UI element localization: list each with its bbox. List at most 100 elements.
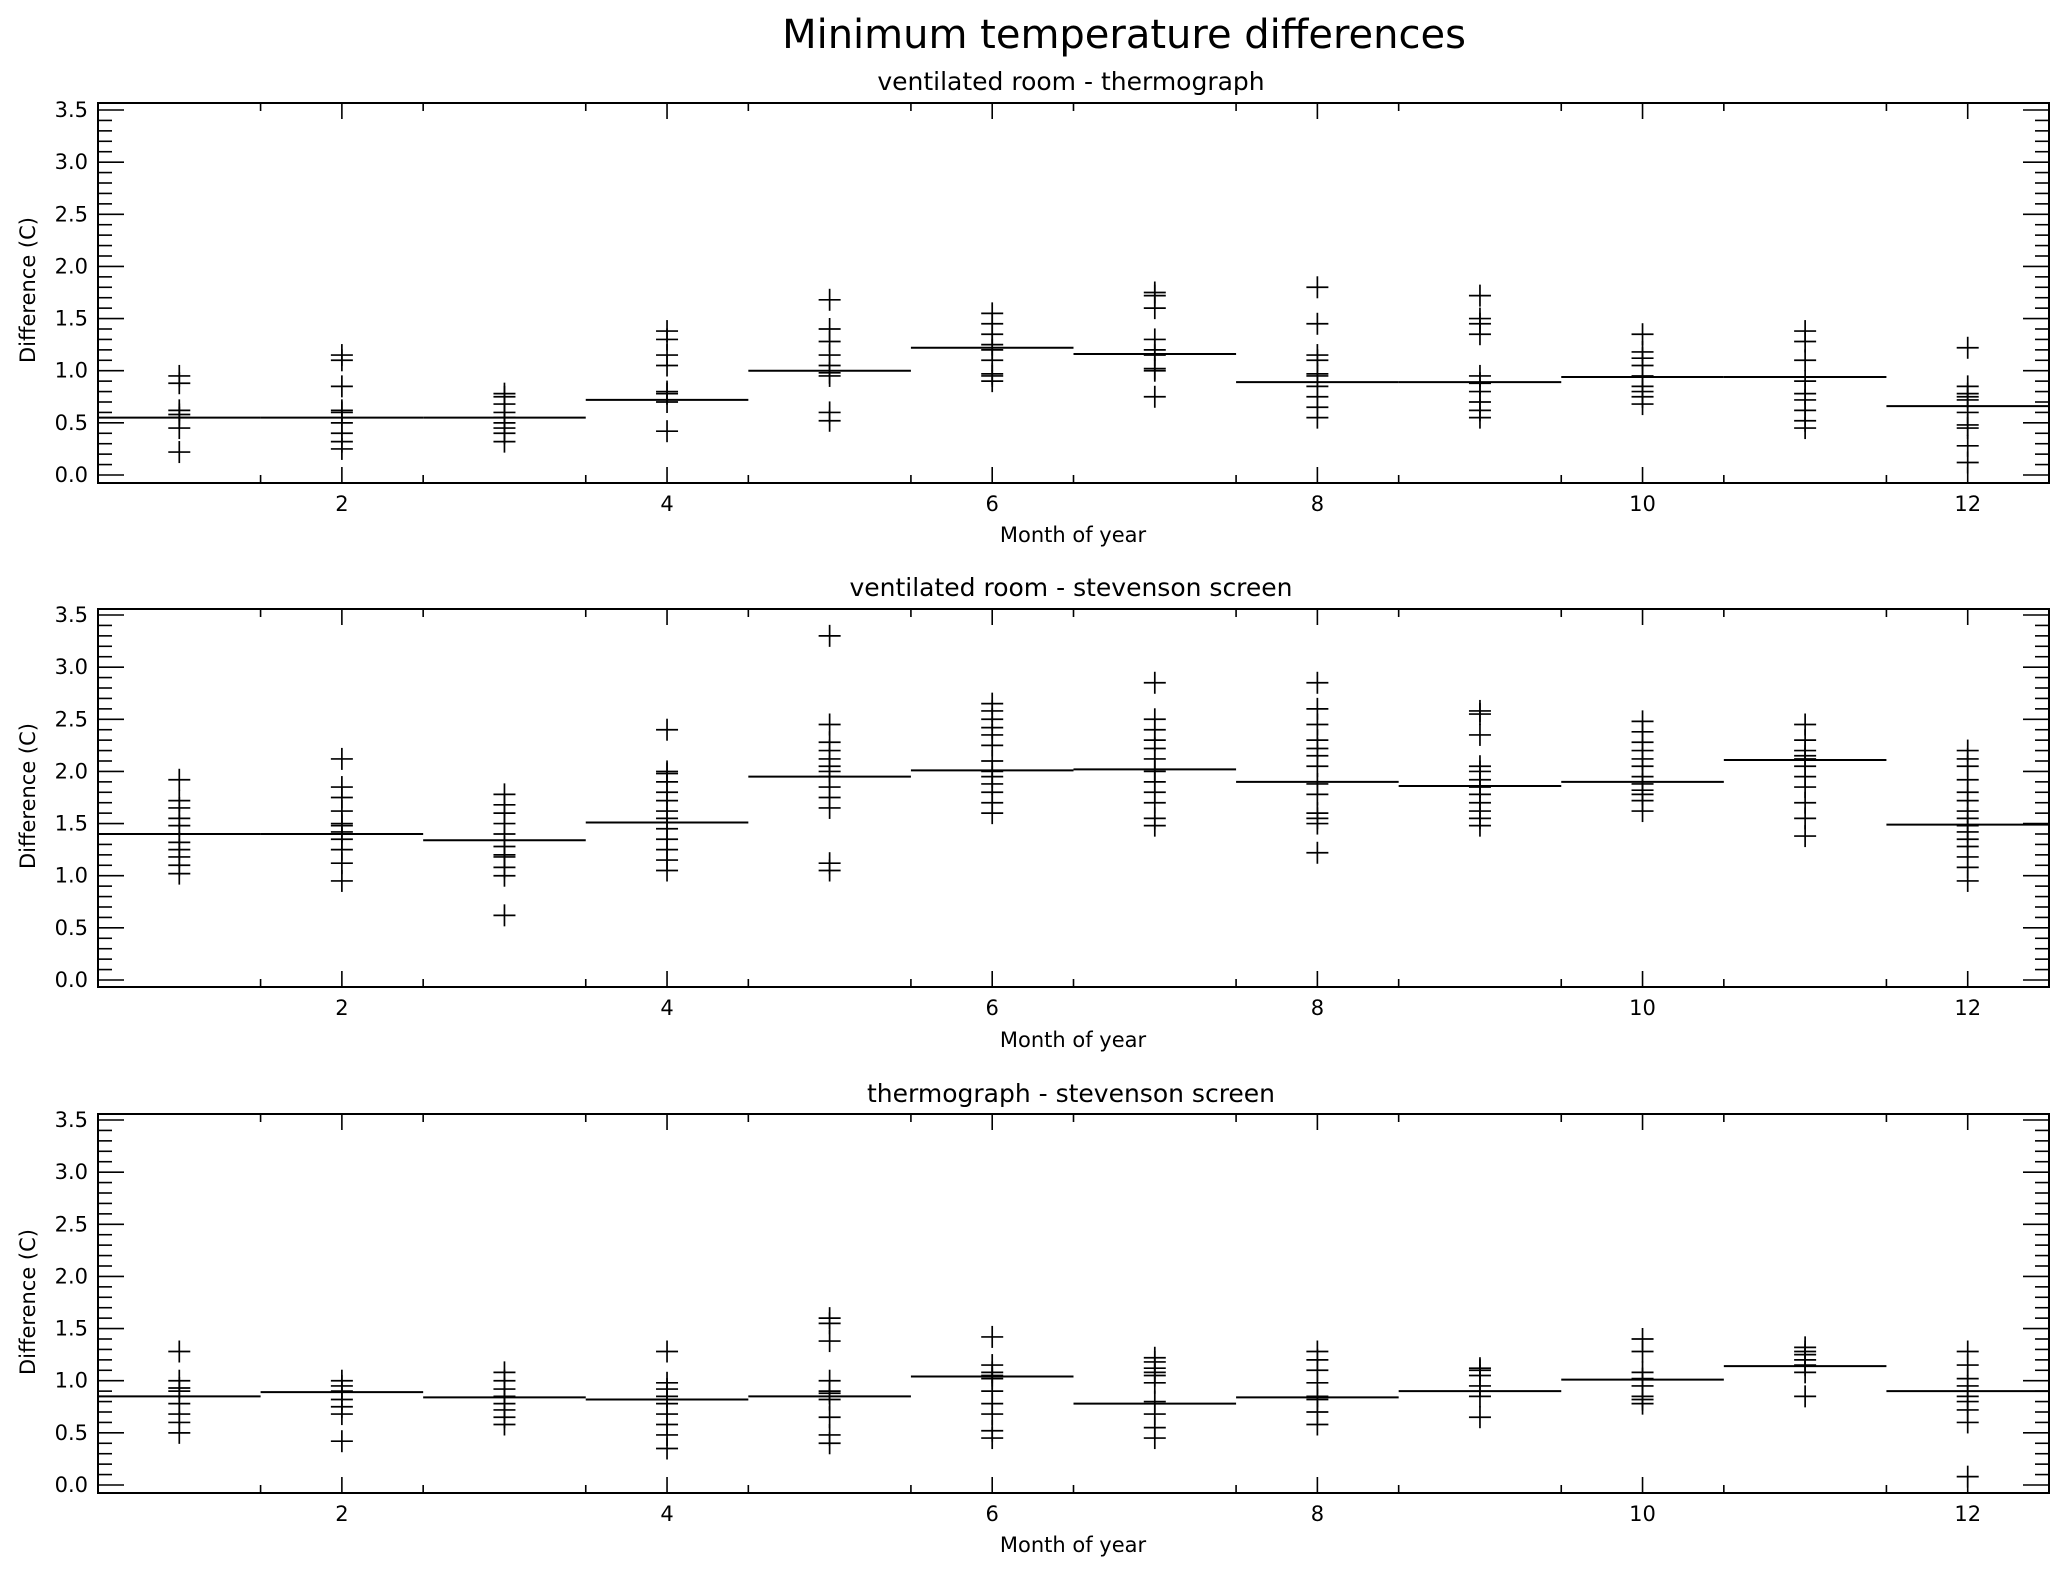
y-tick-label: 0.0 xyxy=(55,463,88,487)
panel-3-y-tick-labels: 0.0 0.5 1.0 1.5 2.0 2.5 3.0 3.5 xyxy=(55,1108,88,1497)
panel-1-frame xyxy=(97,102,2050,484)
panel-2-y-tick-labels: 0.0 0.5 1.0 1.5 2.0 2.5 3.0 3.5 xyxy=(55,603,88,992)
data-point xyxy=(1306,841,1329,864)
data-point xyxy=(1468,1357,1491,1380)
y-tick-label: 2.5 xyxy=(55,1212,88,1236)
x-tick-label: 12 xyxy=(1954,1502,1981,1526)
data-point xyxy=(1631,1361,1654,1384)
x-tick-label: 10 xyxy=(1629,492,1656,516)
data-point xyxy=(656,760,679,783)
panel-2-frame xyxy=(97,608,2050,988)
panel-1-y-tick-labels: 0.0 0.5 1.0 1.5 2.0 2.5 3.0 3.5 xyxy=(55,98,88,487)
panel-3: thermograph - stevenson screen 0.0 0.5 1.0… xyxy=(16,1079,2050,1557)
panel-2-x-tick-labels: 2 4 6 8 10 12 xyxy=(335,996,1981,1020)
y-tick-label: 1.5 xyxy=(55,307,88,331)
data-point xyxy=(1631,323,1654,346)
y-tick-label: 2.0 xyxy=(55,254,88,278)
y-tick-label: 0.5 xyxy=(55,411,88,435)
panel-1-x-axis-label: Month of year xyxy=(1000,523,1147,547)
panel-2-y-axis-label: Difference (C) xyxy=(16,723,40,869)
panel-1-points xyxy=(168,276,1979,474)
panel-3-ticks xyxy=(98,1114,2049,1493)
data-point xyxy=(1468,307,1491,330)
panel-3-x-tick-labels: 2 4 6 8 10 12 xyxy=(335,1502,1981,1526)
data-point xyxy=(818,1307,841,1330)
y-tick-label: 0.5 xyxy=(55,1421,88,1445)
data-point xyxy=(330,1369,353,1392)
data-point xyxy=(1956,1340,1979,1363)
data-point xyxy=(1143,671,1166,694)
y-tick-label: 3.0 xyxy=(55,150,88,174)
data-point xyxy=(168,1340,191,1363)
x-tick-label: 10 xyxy=(1629,996,1656,1020)
y-tick-label: 0.0 xyxy=(55,1473,88,1497)
data-point xyxy=(981,302,1004,325)
x-tick-label: 2 xyxy=(335,492,348,516)
data-point xyxy=(1306,802,1329,825)
data-point xyxy=(493,382,516,405)
data-point xyxy=(1794,1385,1817,1408)
data-point xyxy=(656,380,679,403)
data-point xyxy=(1306,697,1329,720)
data-point xyxy=(1143,281,1166,304)
panel-1-monthly-means xyxy=(98,346,2049,419)
panel-3-title: thermograph - stevenson screen xyxy=(867,1079,1275,1108)
data-point xyxy=(1143,328,1166,351)
data-point xyxy=(1143,708,1166,731)
data-point xyxy=(1794,320,1817,343)
data-point xyxy=(168,1369,191,1392)
x-tick-label: 2 xyxy=(335,1502,348,1526)
data-point xyxy=(168,399,191,422)
data-point xyxy=(818,713,841,736)
data-point xyxy=(818,1369,841,1392)
data-point xyxy=(1794,349,1817,372)
panel-1-title: ventilated room - thermograph xyxy=(877,67,1264,96)
data-point xyxy=(1468,755,1491,778)
y-tick-label: 1.0 xyxy=(55,1369,88,1393)
y-tick-label: 1.0 xyxy=(55,864,88,888)
x-tick-label: 8 xyxy=(1311,996,1324,1020)
data-point xyxy=(1306,344,1329,367)
data-point xyxy=(1956,375,1979,398)
panel-2-x-axis-label: Month of year xyxy=(1000,1028,1147,1052)
data-point xyxy=(1468,284,1491,307)
y-tick-label: 1.5 xyxy=(55,812,88,836)
x-tick-label: 6 xyxy=(986,1502,999,1526)
data-point xyxy=(656,1371,679,1394)
panel-3-frame xyxy=(97,1113,2050,1494)
y-tick-label: 2.5 xyxy=(55,202,88,226)
y-tick-label: 2.0 xyxy=(55,759,88,783)
panel-3-x-axis-label: Month of year xyxy=(1000,1533,1147,1557)
x-tick-label: 4 xyxy=(660,996,673,1020)
data-point xyxy=(330,344,353,367)
y-tick-label: 1.5 xyxy=(55,1317,88,1341)
y-tick-label: 1.0 xyxy=(55,359,88,383)
panel-2-ticks xyxy=(98,609,2049,987)
data-point xyxy=(1306,671,1329,694)
data-point xyxy=(1794,713,1817,736)
data-point xyxy=(493,904,516,927)
data-point xyxy=(168,441,191,464)
x-tick-label: 10 xyxy=(1629,1502,1656,1526)
data-point xyxy=(981,1354,1004,1377)
y-tick-label: 3.0 xyxy=(55,1160,88,1184)
data-point xyxy=(656,320,679,343)
data-point xyxy=(330,776,353,799)
y-tick-label: 3.5 xyxy=(55,1108,88,1132)
data-point xyxy=(168,768,191,791)
x-tick-label: 4 xyxy=(660,492,673,516)
data-point xyxy=(1306,1340,1329,1363)
data-point xyxy=(1306,312,1329,335)
x-tick-label: 6 xyxy=(986,996,999,1020)
data-point xyxy=(1143,385,1166,408)
panel-3-monthly-means xyxy=(98,1365,2049,1405)
panel-2-monthly-means xyxy=(98,758,2049,842)
data-point xyxy=(1956,1465,1979,1488)
data-point xyxy=(1468,1406,1491,1429)
data-point xyxy=(818,401,841,424)
x-tick-label: 12 xyxy=(1954,996,1981,1020)
data-point xyxy=(1143,1390,1166,1413)
panel-2-points xyxy=(168,624,1979,927)
x-tick-label: 6 xyxy=(986,492,999,516)
x-tick-label: 8 xyxy=(1311,1502,1324,1526)
